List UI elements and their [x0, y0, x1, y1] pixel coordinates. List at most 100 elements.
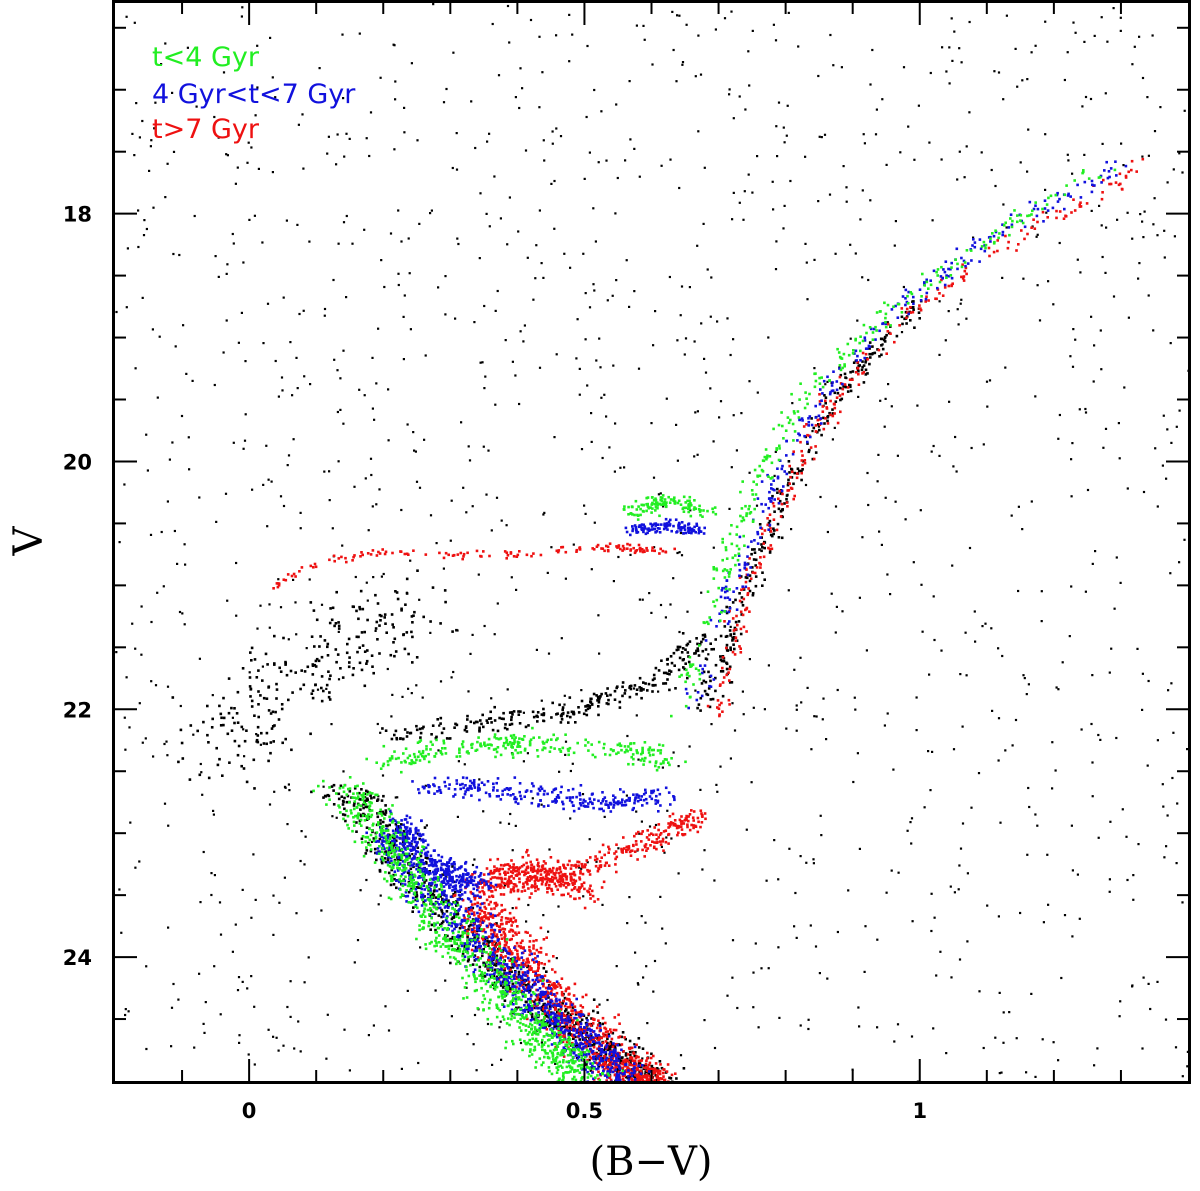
- field-star-point: [651, 63, 654, 66]
- field-star-point: [928, 673, 931, 676]
- star-point: [641, 1047, 645, 1050]
- star-point: [501, 986, 505, 989]
- star-point: [574, 879, 578, 883]
- field-star-point: [686, 610, 689, 613]
- field-star-point: [131, 132, 134, 135]
- field-star-point: [1023, 677, 1026, 680]
- star-point: [503, 968, 506, 972]
- star-point: [799, 440, 802, 444]
- star-point: [621, 1031, 625, 1034]
- field-star-point: [538, 209, 541, 212]
- star-point: [545, 1028, 549, 1031]
- star-point: [391, 623, 394, 626]
- field-star-point: [1126, 211, 1129, 214]
- field-star-point: [731, 636, 734, 639]
- star-point: [471, 928, 474, 931]
- field-star-point: [964, 631, 967, 634]
- field-star-point: [1036, 824, 1039, 827]
- star-point: [638, 547, 642, 551]
- star-point: [1073, 209, 1077, 212]
- field-star-point: [348, 1069, 351, 1072]
- star-point: [539, 869, 543, 873]
- star-point: [641, 550, 645, 554]
- star-point: [390, 737, 394, 741]
- star-point: [595, 1026, 599, 1030]
- star-point: [177, 760, 180, 764]
- star-point: [674, 824, 678, 827]
- star-point: [581, 1006, 585, 1009]
- star-point: [579, 872, 582, 875]
- star-point: [684, 662, 687, 665]
- field-star-point: [823, 133, 827, 136]
- star-point: [596, 1011, 600, 1014]
- field-star-point: [185, 372, 188, 375]
- star-point: [909, 311, 913, 314]
- star-point: [530, 885, 533, 889]
- field-star-point: [137, 209, 140, 212]
- star-point: [650, 1052, 653, 1056]
- star-point: [648, 1074, 652, 1078]
- star-point: [696, 647, 699, 650]
- field-star-point: [1030, 992, 1033, 995]
- star-point: [530, 892, 533, 895]
- star-point: [522, 947, 525, 950]
- field-star-point: [679, 1054, 683, 1057]
- star-point: [688, 828, 692, 832]
- field-star-point: [401, 738, 405, 741]
- field-star-point: [235, 561, 238, 565]
- star-point: [684, 648, 687, 651]
- star-point: [695, 637, 698, 640]
- field-star-point: [878, 530, 881, 533]
- field-star-point: [504, 339, 507, 342]
- field-star-point: [659, 492, 662, 495]
- star-point: [264, 652, 268, 656]
- star-point: [751, 571, 755, 574]
- star-point: [917, 311, 921, 314]
- star-point: [592, 548, 596, 551]
- star-point: [925, 295, 928, 298]
- star-point: [517, 871, 521, 874]
- field-star-point: [826, 530, 829, 534]
- star-point: [313, 663, 317, 667]
- star-point: [597, 1070, 600, 1074]
- field-star-point: [126, 247, 129, 250]
- field-star-point: [923, 806, 926, 809]
- field-star-point: [633, 1054, 636, 1057]
- field-star-point: [909, 821, 912, 824]
- star-point: [543, 871, 547, 874]
- field-star-point: [225, 319, 228, 322]
- star-point: [703, 689, 707, 693]
- field-star-point: [915, 696, 918, 699]
- field-star-point: [617, 555, 620, 559]
- star-point: [602, 880, 606, 884]
- star-point: [728, 629, 732, 632]
- field-star-point: [1091, 674, 1094, 677]
- field-star-point: [548, 848, 551, 851]
- star-point: [771, 501, 775, 505]
- star-point: [419, 731, 423, 735]
- field-star-point: [948, 82, 951, 85]
- star-point: [481, 886, 484, 889]
- star-point: [496, 729, 500, 733]
- field-star-point: [232, 441, 235, 444]
- star-point: [473, 896, 477, 899]
- field-star-point: [678, 186, 681, 190]
- star-point: [1033, 227, 1037, 230]
- field-star-point: [336, 410, 339, 414]
- field-star-point: [957, 888, 960, 891]
- field-star-point: [277, 578, 280, 581]
- field-star-point: [920, 583, 923, 586]
- star-point: [646, 1057, 649, 1060]
- star-point: [256, 740, 260, 744]
- star-point: [814, 451, 818, 454]
- star-point: [662, 671, 666, 675]
- field-star-point: [452, 51, 455, 54]
- star-point: [707, 687, 711, 690]
- field-star-point: [1070, 824, 1073, 827]
- field-star-point: [569, 1044, 573, 1047]
- star-point: [435, 735, 438, 739]
- star-point: [653, 549, 656, 553]
- field-star-point: [400, 508, 403, 512]
- star-point: [631, 1059, 635, 1063]
- field-star-point: [676, 459, 679, 462]
